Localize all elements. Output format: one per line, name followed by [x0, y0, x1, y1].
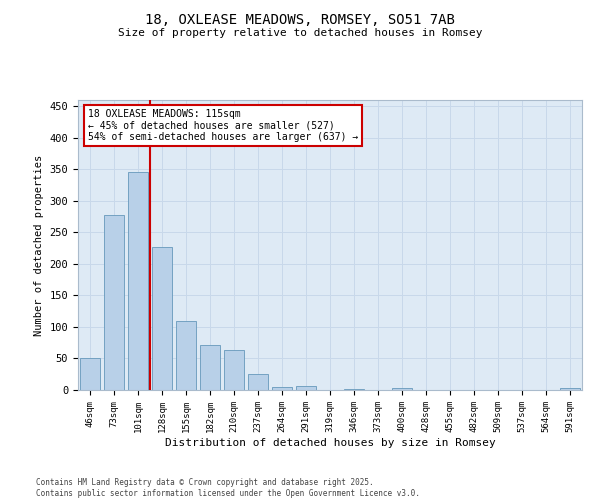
Text: Size of property relative to detached houses in Romsey: Size of property relative to detached ho… — [118, 28, 482, 38]
Bar — [152, 247, 172, 390]
Text: Contains HM Land Registry data © Crown copyright and database right 2025.
Contai: Contains HM Land Registry data © Crown c… — [36, 478, 420, 498]
Bar — [224, 350, 244, 390]
Bar — [176, 320, 196, 390]
X-axis label: Distribution of detached houses by size in Romsey: Distribution of detached houses by size … — [164, 438, 496, 448]
Bar — [560, 388, 580, 390]
Bar — [80, 358, 100, 390]
Bar — [296, 386, 316, 390]
Text: 18 OXLEASE MEADOWS: 115sqm
← 45% of detached houses are smaller (527)
54% of sem: 18 OXLEASE MEADOWS: 115sqm ← 45% of deta… — [88, 108, 358, 142]
Bar — [200, 344, 220, 390]
Bar — [128, 172, 148, 390]
Bar — [104, 214, 124, 390]
Text: 18, OXLEASE MEADOWS, ROMSEY, SO51 7AB: 18, OXLEASE MEADOWS, ROMSEY, SO51 7AB — [145, 12, 455, 26]
Bar — [248, 374, 268, 390]
Bar — [272, 387, 292, 390]
Bar — [392, 388, 412, 390]
Y-axis label: Number of detached properties: Number of detached properties — [34, 154, 44, 336]
